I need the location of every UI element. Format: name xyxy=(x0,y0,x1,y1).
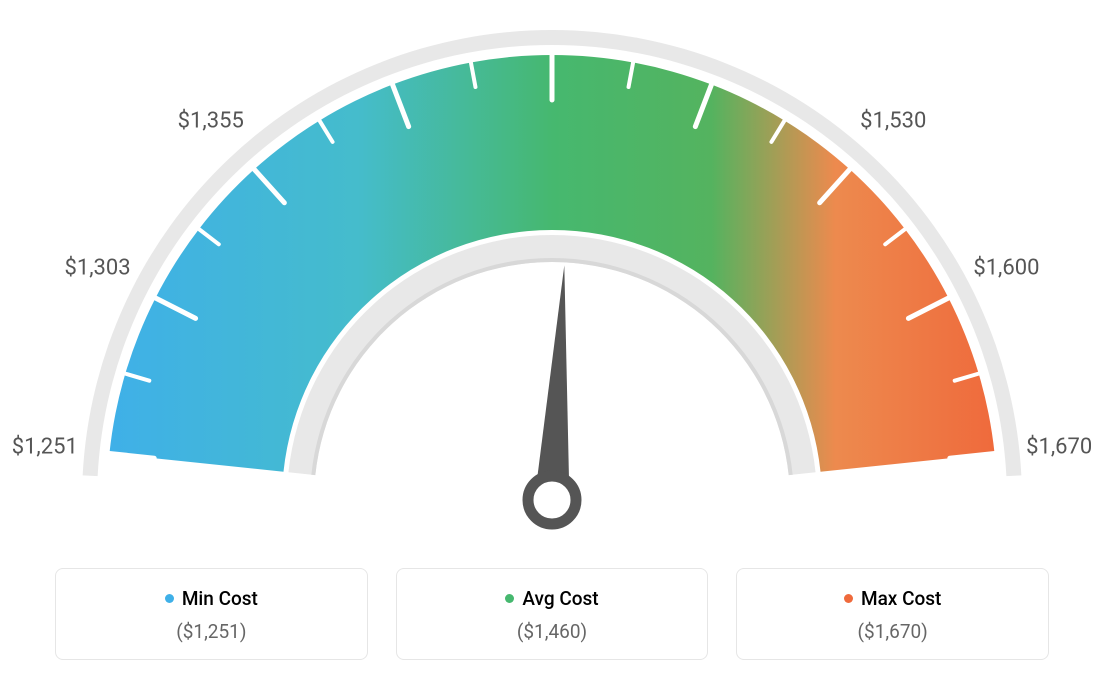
legend-label-avg: Avg Cost xyxy=(522,587,598,610)
legend-value-min: ($1,251) xyxy=(66,620,357,643)
gauge-tick-label: $1,460 xyxy=(519,0,585,3)
legend-label-min: Min Cost xyxy=(182,587,258,610)
legend-title-min: Min Cost xyxy=(165,587,258,610)
gauge-svg xyxy=(0,0,1104,560)
gauge-chart-container: $1,251 $1,303 $1,355 $1,460 $1,530 $1,600 $1,6… xyxy=(0,0,1104,690)
gauge-tick-label: $1,303 xyxy=(65,256,131,281)
gauge-tick-label: $1,251 xyxy=(12,434,78,459)
gauge-tick-label: $1,355 xyxy=(178,108,244,133)
legend-title-max: Max Cost xyxy=(844,587,941,610)
legend-dot-min xyxy=(165,594,174,603)
legend-card-avg: Avg Cost ($1,460) xyxy=(396,568,709,660)
gauge-tick-label: $1,600 xyxy=(973,256,1039,281)
legend-dot-max xyxy=(844,594,853,603)
legend-title-avg: Avg Cost xyxy=(505,587,598,610)
legend-value-max: ($1,670) xyxy=(747,620,1038,643)
gauge-tick-label: $1,530 xyxy=(860,108,926,133)
legend-value-avg: ($1,460) xyxy=(407,620,698,643)
legend-label-max: Max Cost xyxy=(861,587,941,610)
legend-card-max: Max Cost ($1,670) xyxy=(736,568,1049,660)
legend-card-min: Min Cost ($1,251) xyxy=(55,568,368,660)
legend-row: Min Cost ($1,251) Avg Cost ($1,460) Max … xyxy=(55,568,1049,660)
gauge-area: $1,251 $1,303 $1,355 $1,460 $1,530 $1,600 $1,6… xyxy=(0,0,1104,560)
gauge-tick-label: $1,670 xyxy=(1026,434,1092,459)
legend-dot-avg xyxy=(505,594,514,603)
